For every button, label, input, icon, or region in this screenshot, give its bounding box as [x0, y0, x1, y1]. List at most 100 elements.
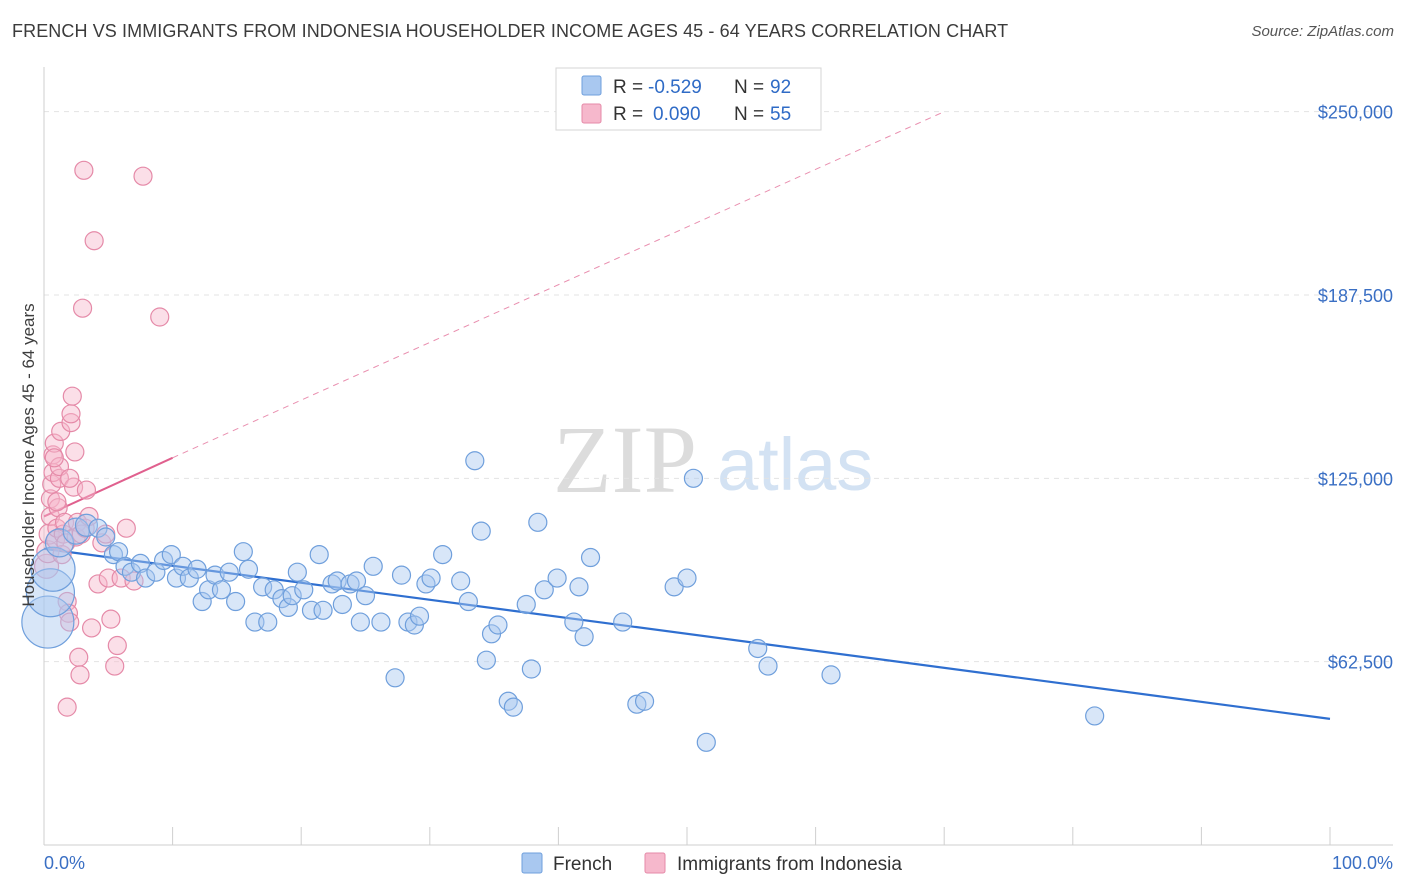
y-tick-labels: $62,500 $125,000 $187,500 $250,000 — [1318, 103, 1393, 673]
legend-swatch-french — [581, 75, 602, 96]
indonesia-point — [60, 468, 80, 488]
indonesia-point — [133, 166, 153, 186]
legend-french-n-label: N = — [734, 77, 764, 98]
indonesia-point — [107, 635, 127, 656]
legend-bottom-french: French — [553, 854, 612, 875]
grid — [44, 111, 1393, 663]
indonesia-point — [62, 386, 82, 406]
french-point — [233, 542, 253, 562]
french-point — [821, 665, 841, 685]
indonesia-point — [76, 480, 97, 500]
french-point — [21, 595, 75, 649]
indonesia-point — [150, 307, 170, 327]
french-point — [451, 571, 471, 591]
indonesia-point — [72, 298, 93, 318]
trend-lines — [43, 111, 1331, 720]
indonesia-point — [116, 518, 136, 538]
french-point — [192, 591, 212, 612]
french-point — [391, 565, 412, 585]
indonesia-points — [33, 160, 170, 717]
french-point — [547, 568, 567, 588]
french-point — [627, 694, 647, 714]
indonesia-point — [105, 656, 125, 676]
legend-bottom-indonesia: Immigrants from Indonesia — [677, 854, 902, 875]
french-point — [346, 571, 367, 591]
indonesia-point — [70, 665, 90, 685]
french-point — [350, 612, 370, 632]
legend-french-r-value: -0.529 — [648, 77, 702, 98]
french-point — [258, 612, 278, 632]
french-point — [385, 668, 405, 688]
french-point — [187, 559, 207, 579]
french-point — [416, 574, 436, 594]
indonesia-point — [84, 231, 104, 251]
french-point — [363, 556, 383, 576]
french-point — [371, 612, 391, 632]
indonesia-trend-line — [43, 456, 174, 518]
french-point — [278, 597, 298, 618]
french-point — [313, 600, 333, 620]
watermark-zip: ZIP — [553, 406, 697, 513]
french-point — [458, 591, 478, 612]
french-point — [488, 615, 508, 635]
french-point — [332, 594, 352, 615]
french-trend-line — [43, 547, 1331, 720]
watermark-atlas: atlas — [717, 423, 873, 506]
french-point — [25, 568, 76, 618]
french-point — [574, 627, 594, 647]
legend-indonesia-r-label: R = — [613, 104, 643, 125]
french-point — [253, 577, 273, 597]
french-point — [153, 550, 174, 571]
x-tick-label-max: 100.0% — [1332, 853, 1393, 873]
legend-indonesia-n-label: N = — [734, 104, 764, 125]
french-point — [173, 556, 193, 576]
french-point — [282, 586, 302, 606]
french-point — [219, 562, 239, 582]
french-point — [534, 580, 554, 600]
french-point — [465, 451, 485, 471]
french-point — [748, 638, 768, 659]
french-point — [564, 612, 584, 632]
french-point — [74, 513, 99, 537]
french-point — [301, 600, 322, 620]
french-point — [696, 732, 716, 752]
indonesia-point — [65, 442, 85, 462]
french-point — [161, 544, 181, 565]
y-tick-label: $62,500 — [1328, 653, 1393, 673]
indonesia-point — [88, 574, 108, 594]
french-point — [211, 580, 232, 600]
french-point — [683, 468, 704, 488]
french-points — [21, 451, 1105, 752]
indonesia-point — [57, 697, 77, 717]
legend-stats: R = -0.529 N = 92 R = 0.090 N = 55 — [555, 67, 822, 131]
french-point — [569, 577, 589, 597]
french-point — [130, 553, 151, 574]
french-point — [44, 528, 75, 558]
legend-indonesia-r-value: 0.090 — [653, 104, 701, 125]
french-point — [580, 547, 601, 568]
indonesia-point — [44, 433, 64, 453]
source-label: Source: ZipAtlas.com — [1251, 23, 1394, 40]
french-point — [758, 656, 778, 676]
french-point — [677, 568, 697, 588]
y-tick-label: $125,000 — [1318, 469, 1393, 489]
legend-indonesia-n-value: 55 — [770, 104, 791, 125]
french-point — [294, 580, 314, 600]
french-point — [476, 650, 496, 670]
french-point — [421, 568, 441, 588]
french-point — [516, 594, 536, 615]
french-point — [409, 606, 430, 626]
chart-title: FRENCH VS IMMIGRANTS FROM INDONESIA HOUS… — [12, 21, 1009, 41]
french-point — [287, 562, 307, 582]
french-point — [226, 591, 246, 612]
french-point — [146, 562, 166, 582]
legend-swatch-indonesia — [581, 103, 602, 124]
legend-bottom-swatch-french — [521, 852, 543, 874]
indonesia-point — [52, 544, 72, 565]
french-point — [433, 544, 453, 565]
indonesia-point — [61, 404, 81, 424]
french-point — [1085, 706, 1105, 726]
indonesia-point — [44, 448, 64, 468]
french-point — [30, 546, 76, 592]
